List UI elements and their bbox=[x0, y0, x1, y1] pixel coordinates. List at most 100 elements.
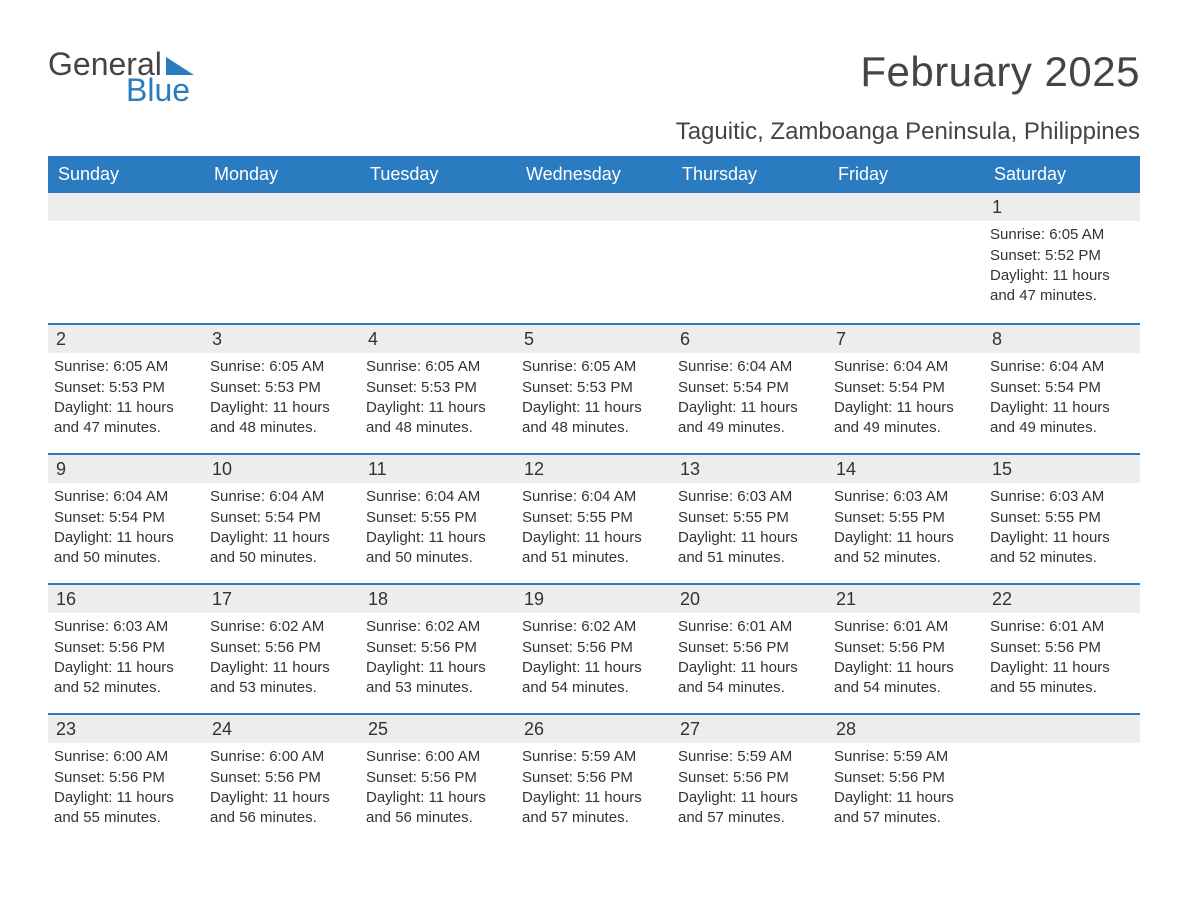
day-cell: 26Sunrise: 5:59 AMSunset: 5:56 PMDayligh… bbox=[516, 715, 672, 843]
location-subtitle: Taguitic, Zamboanga Peninsula, Philippin… bbox=[48, 118, 1140, 146]
weekday-header: Tuesday bbox=[360, 156, 516, 193]
sunrise-line: Sunrise: 6:05 AM bbox=[54, 357, 198, 377]
week-row: 2Sunrise: 6:05 AMSunset: 5:53 PMDaylight… bbox=[48, 323, 1140, 453]
day-cell: 11Sunrise: 6:04 AMSunset: 5:55 PMDayligh… bbox=[360, 455, 516, 583]
day-cell: 6Sunrise: 6:04 AMSunset: 5:54 PMDaylight… bbox=[672, 325, 828, 453]
weekday-header: Sunday bbox=[48, 156, 204, 193]
daylight-line: Daylight: 11 hours and 52 minutes. bbox=[990, 528, 1134, 569]
sunset-line: Sunset: 5:54 PM bbox=[834, 378, 978, 398]
sunrise-line: Sunrise: 6:05 AM bbox=[366, 357, 510, 377]
sunset-line: Sunset: 5:56 PM bbox=[522, 768, 666, 788]
day-cell: 13Sunrise: 6:03 AMSunset: 5:55 PMDayligh… bbox=[672, 455, 828, 583]
sunset-line: Sunset: 5:56 PM bbox=[54, 638, 198, 658]
daylight-line: Daylight: 11 hours and 47 minutes. bbox=[54, 398, 198, 439]
sunset-line: Sunset: 5:54 PM bbox=[54, 508, 198, 528]
day-number: 24 bbox=[204, 715, 360, 743]
day-cell: 1Sunrise: 6:05 AMSunset: 5:52 PMDaylight… bbox=[984, 193, 1140, 323]
sunrise-line: Sunrise: 6:04 AM bbox=[834, 357, 978, 377]
sunrise-line: Sunrise: 6:03 AM bbox=[678, 487, 822, 507]
daylight-line: Daylight: 11 hours and 51 minutes. bbox=[678, 528, 822, 569]
day-cell: 17Sunrise: 6:02 AMSunset: 5:56 PMDayligh… bbox=[204, 585, 360, 713]
sunrise-line: Sunrise: 6:05 AM bbox=[210, 357, 354, 377]
sunrise-line: Sunrise: 5:59 AM bbox=[678, 747, 822, 767]
daylight-line: Daylight: 11 hours and 57 minutes. bbox=[834, 788, 978, 829]
daylight-line: Daylight: 11 hours and 53 minutes. bbox=[210, 658, 354, 699]
daylight-line: Daylight: 11 hours and 53 minutes. bbox=[366, 658, 510, 699]
day-number: 4 bbox=[360, 325, 516, 353]
day-cell: 27Sunrise: 5:59 AMSunset: 5:56 PMDayligh… bbox=[672, 715, 828, 843]
day-number: 21 bbox=[828, 585, 984, 613]
week-row: 23Sunrise: 6:00 AMSunset: 5:56 PMDayligh… bbox=[48, 713, 1140, 843]
day-number: 27 bbox=[672, 715, 828, 743]
day-number bbox=[516, 193, 672, 221]
week-row: 16Sunrise: 6:03 AMSunset: 5:56 PMDayligh… bbox=[48, 583, 1140, 713]
sunset-line: Sunset: 5:54 PM bbox=[210, 508, 354, 528]
daylight-line: Daylight: 11 hours and 47 minutes. bbox=[990, 266, 1134, 307]
daylight-line: Daylight: 11 hours and 55 minutes. bbox=[990, 658, 1134, 699]
day-number: 15 bbox=[984, 455, 1140, 483]
sunrise-line: Sunrise: 6:01 AM bbox=[990, 617, 1134, 637]
day-number: 14 bbox=[828, 455, 984, 483]
sunrise-line: Sunrise: 6:01 AM bbox=[678, 617, 822, 637]
day-cell bbox=[828, 193, 984, 323]
day-number: 7 bbox=[828, 325, 984, 353]
sunrise-line: Sunrise: 6:03 AM bbox=[54, 617, 198, 637]
daylight-line: Daylight: 11 hours and 48 minutes. bbox=[522, 398, 666, 439]
weekday-header: Thursday bbox=[672, 156, 828, 193]
day-cell: 2 Sunrise: 6:05 AMSunset: 5:53 PMDaylight… bbox=[48, 325, 204, 453]
month-title: February 2025 bbox=[860, 48, 1140, 96]
sunrise-line: Sunrise: 5:59 AM bbox=[522, 747, 666, 767]
sunrise-line: Sunrise: 6:00 AM bbox=[366, 747, 510, 767]
day-number: 10 bbox=[204, 455, 360, 483]
day-number bbox=[672, 193, 828, 221]
day-number: 1 bbox=[984, 193, 1140, 221]
day-cell: 10Sunrise: 6:04 AMSunset: 5:54 PMDayligh… bbox=[204, 455, 360, 583]
daylight-line: Daylight: 11 hours and 54 minutes. bbox=[522, 658, 666, 699]
sunset-line: Sunset: 5:53 PM bbox=[54, 378, 198, 398]
day-cell: 14Sunrise: 6:03 AMSunset: 5:55 PMDayligh… bbox=[828, 455, 984, 583]
day-number: 12 bbox=[516, 455, 672, 483]
daylight-line: Daylight: 11 hours and 55 minutes. bbox=[54, 788, 198, 829]
logo-word-2: Blue bbox=[126, 74, 194, 106]
day-cell: 25Sunrise: 6:00 AMSunset: 5:56 PMDayligh… bbox=[360, 715, 516, 843]
day-cell: 24Sunrise: 6:00 AMSunset: 5:56 PMDayligh… bbox=[204, 715, 360, 843]
day-cell bbox=[984, 715, 1140, 843]
day-cell: 22Sunrise: 6:01 AMSunset: 5:56 PMDayligh… bbox=[984, 585, 1140, 713]
day-number bbox=[204, 193, 360, 221]
sunset-line: Sunset: 5:55 PM bbox=[522, 508, 666, 528]
day-cell bbox=[516, 193, 672, 323]
sunrise-line: Sunrise: 6:04 AM bbox=[990, 357, 1134, 377]
day-cell bbox=[204, 193, 360, 323]
daylight-line: Daylight: 11 hours and 48 minutes. bbox=[366, 398, 510, 439]
sunrise-line: Sunrise: 6:05 AM bbox=[990, 225, 1134, 245]
day-cell bbox=[672, 193, 828, 323]
week-row: 1Sunrise: 6:05 AMSunset: 5:52 PMDaylight… bbox=[48, 193, 1140, 323]
page-header: General Blue February 2025 bbox=[48, 48, 1140, 106]
daylight-line: Daylight: 11 hours and 49 minutes. bbox=[678, 398, 822, 439]
sunset-line: Sunset: 5:56 PM bbox=[366, 638, 510, 658]
sunrise-line: Sunrise: 6:02 AM bbox=[522, 617, 666, 637]
sunrise-line: Sunrise: 6:04 AM bbox=[522, 487, 666, 507]
day-cell bbox=[360, 193, 516, 323]
sunset-line: Sunset: 5:55 PM bbox=[834, 508, 978, 528]
daylight-line: Daylight: 11 hours and 54 minutes. bbox=[678, 658, 822, 699]
day-number: 3 bbox=[204, 325, 360, 353]
sunrise-line: Sunrise: 6:00 AM bbox=[54, 747, 198, 767]
sunset-line: Sunset: 5:56 PM bbox=[678, 638, 822, 658]
sunset-line: Sunset: 5:53 PM bbox=[210, 378, 354, 398]
daylight-line: Daylight: 11 hours and 52 minutes. bbox=[834, 528, 978, 569]
daylight-line: Daylight: 11 hours and 57 minutes. bbox=[522, 788, 666, 829]
daylight-line: Daylight: 11 hours and 56 minutes. bbox=[366, 788, 510, 829]
weekday-header-row: SundayMondayTuesdayWednesdayThursdayFrid… bbox=[48, 156, 1140, 193]
day-cell: 20Sunrise: 6:01 AMSunset: 5:56 PMDayligh… bbox=[672, 585, 828, 713]
day-number: 2 bbox=[48, 325, 204, 353]
day-number: 17 bbox=[204, 585, 360, 613]
day-cell: 12Sunrise: 6:04 AMSunset: 5:55 PMDayligh… bbox=[516, 455, 672, 583]
sunset-line: Sunset: 5:54 PM bbox=[678, 378, 822, 398]
day-cell: 28Sunrise: 5:59 AMSunset: 5:56 PMDayligh… bbox=[828, 715, 984, 843]
day-cell: 7Sunrise: 6:04 AMSunset: 5:54 PMDaylight… bbox=[828, 325, 984, 453]
day-cell: 3Sunrise: 6:05 AMSunset: 5:53 PMDaylight… bbox=[204, 325, 360, 453]
sunset-line: Sunset: 5:55 PM bbox=[366, 508, 510, 528]
sunrise-line: Sunrise: 6:03 AM bbox=[990, 487, 1134, 507]
sunrise-line: Sunrise: 5:59 AM bbox=[834, 747, 978, 767]
